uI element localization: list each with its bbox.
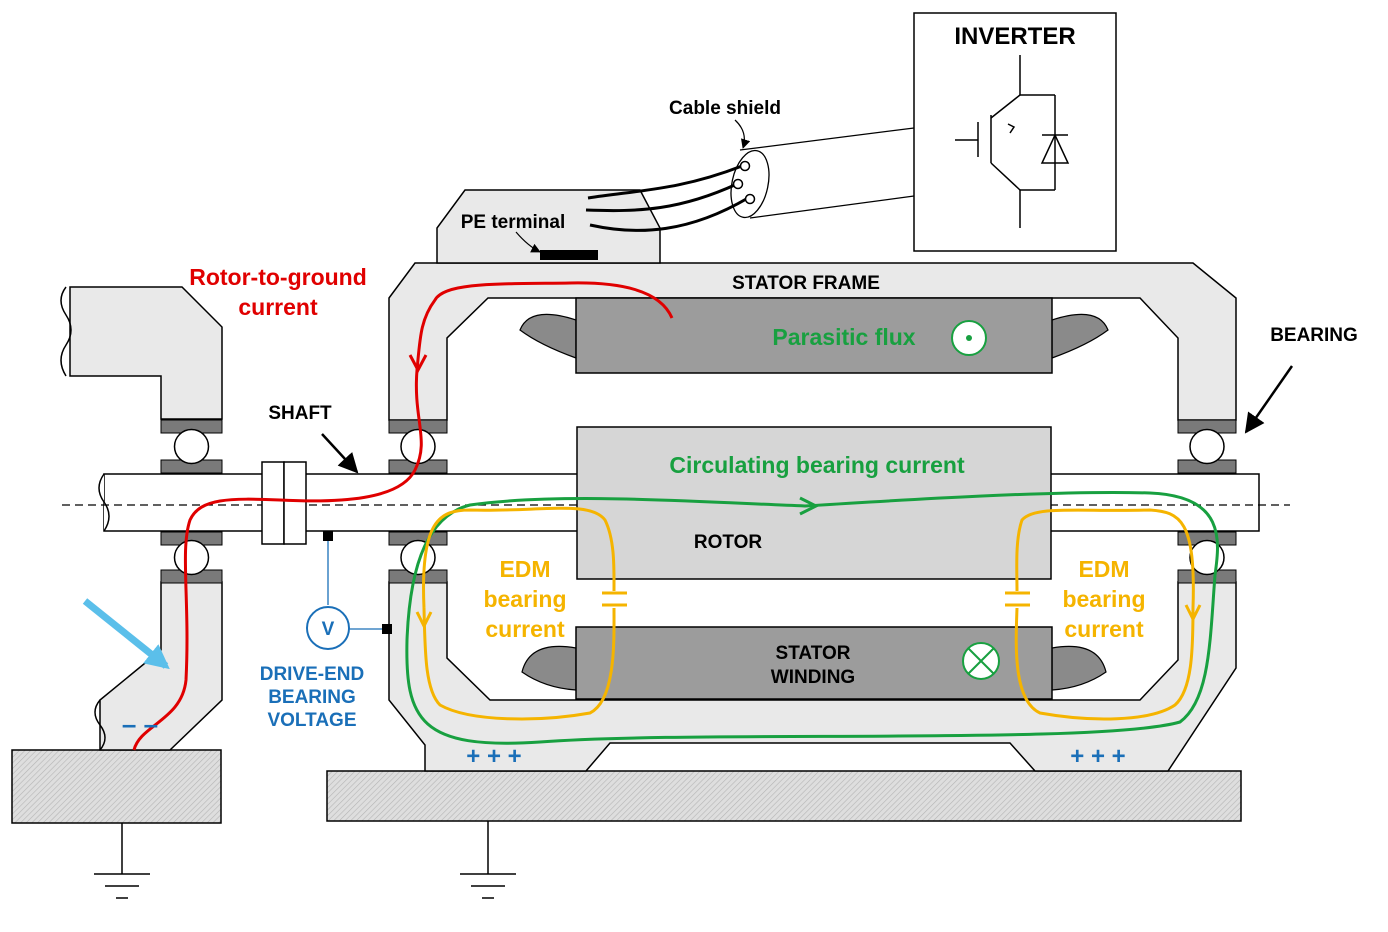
edm-capacitor-left	[602, 591, 627, 607]
inverter-box	[913, 12, 1117, 252]
driven-machine-housing-top	[69, 286, 223, 420]
cable-shield-pointer	[734, 119, 751, 149]
pe-terminal-label: PE terminal	[461, 212, 566, 233]
motor-base-plate	[326, 770, 1242, 822]
left-ground-base	[11, 749, 222, 824]
edm-label-left: bearing	[483, 586, 566, 612]
bearing-non-drive-end-top	[1177, 419, 1237, 474]
rotor-to-ground-arrow	[408, 354, 428, 374]
voltmeter-label: V	[322, 619, 335, 640]
stator-winding-label: STATOR	[776, 643, 851, 664]
shaft-pointer	[321, 433, 359, 474]
pe-terminal	[540, 250, 598, 260]
bearing-drive-end-bottom	[388, 531, 448, 584]
positive-charge-signs-left: + + +	[466, 743, 521, 770]
edm-current-path-right	[1014, 508, 1195, 721]
break-mark	[98, 473, 110, 532]
edm-label-right: current	[1064, 616, 1144, 642]
edm-arrow-right	[1184, 604, 1202, 623]
bearing-drive-end-top	[388, 419, 448, 474]
coupling	[261, 461, 285, 545]
edm-current-path-left	[421, 506, 616, 721]
edm-arrow-left	[415, 611, 433, 630]
edm-label-right: bearing	[1062, 586, 1145, 612]
cross-in-circle-icon	[962, 642, 1000, 680]
break-mark	[94, 699, 106, 751]
pe-terminal-pointer	[515, 231, 541, 253]
dot-in-circle-icon	[951, 320, 987, 356]
drive-end-voltage-label: BEARING	[268, 687, 356, 708]
bearing-left-top	[160, 419, 223, 474]
shaft-label: SHAFT	[268, 403, 332, 424]
end-winding-left-bottom	[521, 645, 577, 691]
bearing-left-bottom	[160, 531, 223, 584]
cable-shield-label: Cable shield	[669, 98, 781, 119]
edm-capacitor-right	[1005, 591, 1030, 607]
stator-winding-label: WINDING	[771, 667, 855, 688]
rotor-to-ground-label: Rotor-to-ground	[189, 264, 367, 290]
drive-end-voltage-label: VOLTAGE	[267, 710, 356, 731]
positive-charge-signs-right: + + +	[1070, 743, 1125, 770]
rotor-to-ground-label: current	[238, 294, 318, 320]
rotor	[576, 426, 1052, 580]
bearing-label: BEARING	[1270, 325, 1358, 346]
parasitic-flux-label: Parasitic flux	[772, 324, 915, 350]
end-winding-left-top	[519, 313, 577, 359]
drive-end-voltage-label: DRIVE-END	[260, 664, 365, 685]
circulating-direction-arrow	[799, 496, 820, 516]
stator-frame-bottom	[388, 581, 1237, 772]
rotor-label: ROTOR	[694, 532, 763, 553]
bearing-non-drive-end-bottom	[1177, 531, 1237, 584]
ground-symbol-icon	[460, 821, 516, 899]
edm-label-right: EDM	[1078, 556, 1129, 582]
voltmeter	[306, 531, 392, 650]
end-winding-right-top	[1051, 313, 1109, 359]
coupling	[283, 461, 307, 545]
cable-shield	[585, 127, 915, 232]
inverter-label: INVERTER	[954, 23, 1075, 50]
stator-frame-label: STATOR FRAME	[732, 273, 880, 294]
circulating-bearing-current-path	[405, 490, 1219, 745]
igbt-with-diode-icon	[955, 55, 1070, 228]
edm-label-left: EDM	[499, 556, 550, 582]
break-mark	[60, 286, 72, 377]
end-winding-right-bottom	[1051, 645, 1107, 691]
bearing-pointer	[1244, 365, 1294, 434]
negative-charge-signs: – –	[122, 709, 158, 739]
stray-current-arrow	[82, 598, 170, 670]
rotor-to-ground-current-path	[132, 281, 674, 751]
ground-symbol-icon	[94, 823, 150, 899]
edm-label-left: current	[485, 616, 565, 642]
circulating-bearing-current-label: Circulating bearing current	[669, 452, 965, 478]
